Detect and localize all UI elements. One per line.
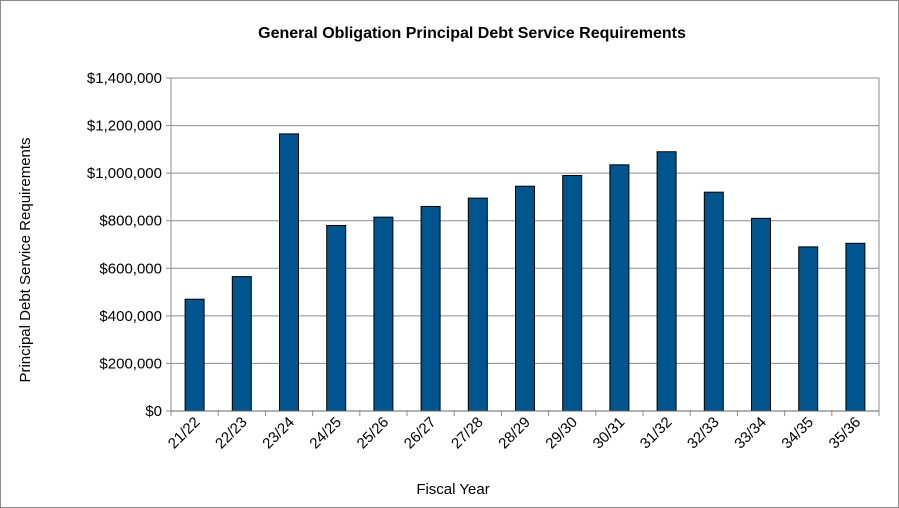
x-tick-label: 30/31: [590, 414, 629, 453]
bar: [420, 205, 441, 412]
y-tick-label: $800,000: [99, 213, 162, 230]
x-tick-label: 26/27: [401, 414, 440, 453]
x-axis-label: Fiscal Year: [416, 481, 489, 498]
y-tick-label: $400,000: [99, 308, 162, 325]
x-tick-label: 24/25: [306, 414, 345, 453]
bars: [184, 133, 866, 412]
x-tick-label: 31/32: [637, 414, 676, 453]
y-tick-label: $0: [145, 403, 162, 420]
y-tick-label: $600,000: [99, 260, 162, 277]
x-tick-label: 33/34: [731, 414, 770, 453]
bar: [562, 175, 583, 412]
x-tick-label: 23/24: [259, 414, 298, 453]
bar: [845, 242, 866, 412]
x-tick-label: 34/35: [778, 414, 817, 453]
x-tick-label: 21/22: [165, 414, 204, 453]
y-axis-label: Principal Debt Service Requirements: [17, 137, 34, 382]
y-tick-label: $200,000: [99, 355, 162, 372]
bar: [326, 224, 347, 412]
bar: [656, 151, 677, 412]
x-tick-label: 22/23: [212, 414, 251, 453]
y-tick-label: $1,000,000: [87, 165, 162, 182]
x-tick-label: 32/33: [684, 414, 723, 453]
bar: [751, 217, 771, 412]
bar: [515, 185, 535, 412]
bar: [703, 191, 724, 412]
chart-title: General Obligation Principal Debt Servic…: [258, 25, 686, 42]
x-tick-label: 27/28: [448, 414, 487, 453]
x-tick-label: 28/29: [495, 414, 534, 453]
y-tick-label: $1,400,000: [87, 70, 162, 87]
x-tick-label: 35/36: [826, 414, 865, 453]
y-tick-label: $1,200,000: [87, 118, 162, 135]
x-tick-label: 29/30: [542, 414, 581, 453]
bar: [609, 164, 630, 412]
bar: [279, 133, 299, 412]
y-axis-ticks: $0 $200,000 $400,000 $600,000 $800,000 $1,000…: [87, 70, 171, 420]
x-axis-ticks: 21/22 22/23 23/24 24/25 25/26 26/27 27/28 28/29…: [165, 411, 880, 453]
bar: [467, 197, 488, 412]
x-tick-label: 25/26: [354, 414, 393, 453]
bar: [798, 246, 819, 412]
bar: [373, 216, 394, 412]
bar: [184, 298, 205, 412]
axes: [170, 77, 880, 412]
bar: [231, 276, 252, 412]
